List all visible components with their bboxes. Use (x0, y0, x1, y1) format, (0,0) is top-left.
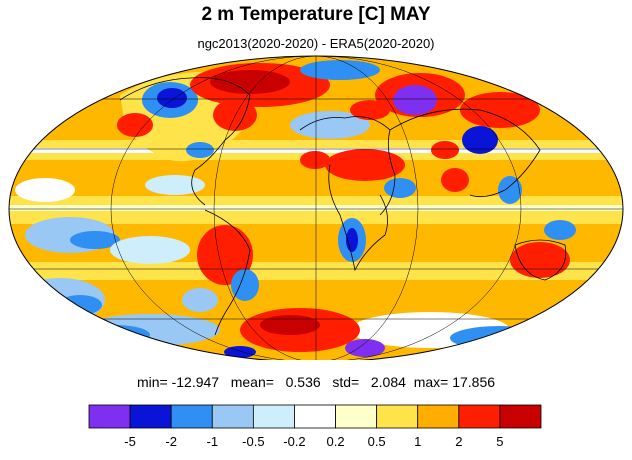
anomaly-region (498, 176, 522, 204)
map-border (8, 55, 624, 360)
max-label: max= (413, 374, 449, 390)
world-map (8, 55, 624, 360)
anomaly-region (231, 269, 259, 301)
anomaly-region (393, 85, 437, 115)
anomaly-region (325, 149, 405, 181)
anomaly-region (300, 151, 330, 169)
anomaly-region (70, 231, 120, 249)
min-label: min= (136, 374, 168, 390)
anomaly-region (431, 141, 459, 159)
colorbar-box (170, 404, 213, 429)
colorbar-tick-label: -5 (124, 434, 136, 449)
colorbar-box (376, 404, 419, 429)
colorbar-box (129, 404, 172, 429)
colorbar-box (335, 404, 378, 429)
min-value: -12.947 (171, 374, 220, 390)
colorbar-tick-label: 1 (414, 434, 421, 449)
anomaly-region (384, 178, 416, 198)
colorbar-tick-label: -1 (206, 434, 218, 449)
anomaly-region (213, 99, 257, 131)
colorbar-box (252, 404, 295, 429)
anomaly-region (260, 315, 320, 335)
colorbar-box (88, 404, 131, 429)
anomaly-region (182, 288, 218, 312)
colorbar-box (458, 404, 501, 429)
anomaly-region (117, 113, 153, 137)
figure-title: 2 m Temperature [C] MAY (201, 4, 431, 25)
anomaly-region (300, 60, 380, 80)
std-label: std= (332, 374, 360, 390)
anomaly-region (186, 142, 214, 158)
colorbar-boxes (88, 404, 542, 429)
colorbar-labels: -5 -2 -1 -0.5 -0.2 0.2 0.5 1 2 5 (124, 434, 503, 449)
figure-subtitle: ngc2013(2020-2020) - ERA5(2020-2020) (197, 36, 435, 51)
anomaly-region (224, 346, 256, 358)
colorbar-box (499, 404, 542, 429)
anomaly-region (345, 339, 385, 357)
mean-label: mean= (230, 374, 274, 390)
anomaly-region (290, 111, 370, 139)
colorbar-tick-label: -0.5 (242, 434, 264, 449)
anomaly-region (544, 220, 576, 240)
colorbar-tick-label: 0.5 (368, 434, 386, 449)
colorbar-box (294, 404, 336, 429)
anomaly-region (210, 70, 290, 94)
std-value: 2.084 (370, 374, 406, 390)
colorbar-tick-label: -2 (165, 434, 177, 449)
anomaly-region (460, 92, 540, 128)
anomaly-region (15, 178, 75, 202)
anomaly-region (110, 236, 190, 264)
colorbar-tick-label: 2 (455, 434, 462, 449)
anomaly-region (157, 88, 187, 108)
colorbar-box (211, 404, 254, 429)
mean-value: 0.536 (285, 374, 321, 390)
graticule (9, 56, 623, 360)
anomaly-region (462, 126, 498, 154)
colorbar-tick-label: -0.2 (283, 434, 305, 449)
colorbar-tick-label: 0.2 (327, 434, 345, 449)
coastlines (119, 77, 567, 336)
anomaly-region (145, 175, 205, 195)
anomaly-region (441, 168, 469, 192)
summary-statistics: min= -12.947 mean= 0.536 std= 2.084 max=… (0, 374, 632, 390)
anomaly-region (197, 225, 253, 285)
max-value: 17.856 (452, 374, 496, 390)
colorbar-box (417, 404, 460, 429)
colorbar-tick-label: 5 (496, 434, 503, 449)
